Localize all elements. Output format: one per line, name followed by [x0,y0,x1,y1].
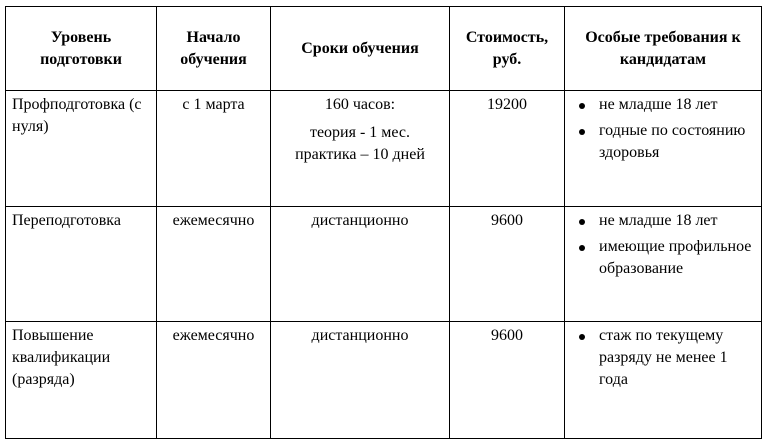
requirements-cell: не младше 18 лет имеющие профильное обра… [564,206,762,322]
duration-cell: дистанционно [270,321,450,439]
duration-line: практика – 10 дней [295,146,425,163]
duration-cell: 160 часов: теория - 1 мес. практика – 10… [270,90,450,207]
requirement-item: имеющие профильное образование [579,236,755,280]
level-cell: Переподготовка [5,206,157,322]
cost-cell: 9600 [449,206,565,322]
requirement-item: не младше 18 лет [579,210,755,232]
header-requirements: Особые требования к кандидатам [564,6,762,91]
requirements-cell: стаж по текущему разряду не менее 1 года [564,321,762,439]
table-row: Профподготовка (с нуля) с 1 марта 160 ча… [5,90,762,207]
table-row: Переподготовка ежемесячно дистанционно 9… [5,206,762,322]
header-level: Уровень подготовки [5,6,157,91]
header-start: Начало обучения [156,6,271,91]
duration-line: 160 часов: [324,96,396,113]
duration-line: теория - 1 мес. [309,124,411,141]
requirement-item: не младше 18 лет [579,94,755,116]
start-cell: ежемесячно [156,206,271,322]
table-row: Повышение квалификации (разряда) ежемеся… [5,321,762,439]
start-cell: ежемесячно [156,321,271,439]
duration-cell: дистанционно [270,206,450,322]
cost-cell: 9600 [449,321,565,439]
level-cell: Профподготовка (с нуля) [5,90,157,207]
header-row: Уровень подготовки Начало обучения Сроки… [5,6,762,91]
requirement-item: годные по состоянию здоровья [579,120,755,164]
header-cost: Стоимость, руб. [449,6,565,91]
training-table: Уровень подготовки Начало обучения Сроки… [5,6,762,439]
level-cell: Повышение квалификации (разряда) [5,321,157,439]
requirement-item: стаж по текущему разряду не менее 1 года [579,325,755,391]
cost-cell: 19200 [449,90,565,207]
start-cell: с 1 марта [156,90,271,207]
requirements-cell: не младше 18 лет годные по состоянию здо… [564,90,762,207]
header-duration: Сроки обучения [270,6,450,91]
